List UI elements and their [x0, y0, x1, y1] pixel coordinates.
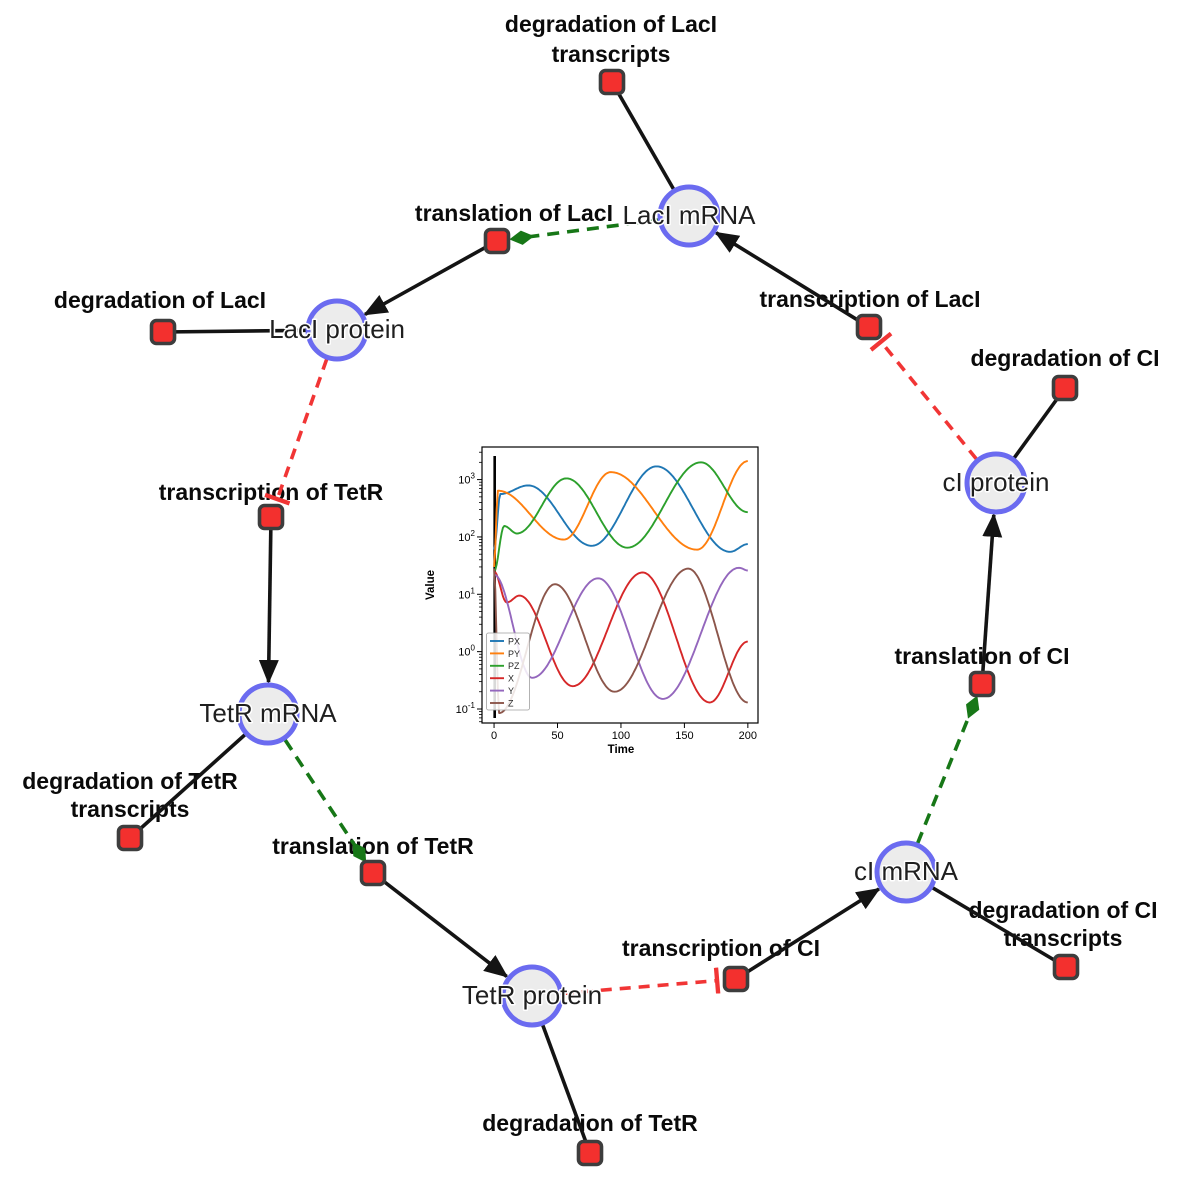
reaction-label-degradation-ci: degradation of CI [970, 345, 1159, 371]
svg-text:PX: PX [508, 636, 520, 646]
reaction-label-degradation-tetr: degradation of TetR [482, 1110, 698, 1136]
edge-translation-laci-to-laci-protein[interactable] [363, 245, 487, 316]
svg-text:101: 101 [458, 586, 475, 601]
reaction-node-translation-ci[interactable] [968, 670, 996, 698]
reaction-node-degradation-ci[interactable] [1051, 374, 1079, 402]
svg-text:200: 200 [739, 730, 757, 742]
reaction-node-translation-laci[interactable] [483, 227, 511, 255]
chart-series-Y [493, 566, 748, 700]
edge-translation-tetr-to-tetr-protein[interactable] [382, 879, 509, 978]
reaction-label-translation-laci: translation of LacI [415, 200, 613, 226]
species-node-tetr-protein[interactable] [500, 964, 564, 1028]
species-label-tetr-protein: TetR protein [462, 980, 602, 1010]
svg-text:150: 150 [675, 730, 693, 742]
species-label-laci-mrna: LacI mRNA [623, 200, 757, 230]
reaction-label-transcription-tetr: transcription of TetR [159, 479, 384, 505]
species-labels: LacI mRNA LacI protein TetR mRNA TetR pr… [198, 199, 1051, 1012]
svg-text:PY: PY [508, 649, 520, 659]
svg-text:100: 100 [458, 644, 475, 659]
svg-text:Y: Y [508, 686, 514, 696]
reaction-label-degradation-laci-transcripts: degradation of LacI transcripts [505, 11, 717, 67]
edge-transcription-ci-to-ci-mrna[interactable] [746, 887, 881, 974]
reaction-node-degradation-ci-transcripts[interactable] [1052, 953, 1080, 981]
edge-translation-ci-to-ci-protein[interactable] [981, 512, 1003, 672]
edge-transcription-tetr-to-tetr-mrna[interactable] [258, 529, 279, 684]
edge-laci-mrna-modifier-translation[interactable] [509, 218, 659, 245]
edge-laci-protein-inhibits-transcription-tetr[interactable] [264, 358, 329, 506]
species-node-laci-mrna[interactable] [657, 184, 721, 248]
svg-text:10-1: 10-1 [456, 701, 476, 716]
svg-text:103: 103 [458, 472, 475, 487]
svg-text:Z: Z [508, 698, 514, 708]
species-label-tetr-mrna: TetR mRNA [199, 698, 337, 728]
reaction-node-degradation-laci-transcripts[interactable] [598, 68, 626, 96]
chart-series-PX [493, 465, 748, 553]
reaction-label-degradation-tetr-transcripts: degradation of TetR transcripts [22, 768, 238, 822]
reaction-node-degradation-tetr[interactable] [576, 1139, 604, 1167]
edge-tetr-protein-inhibits-transcription-ci[interactable] [562, 967, 721, 996]
reaction-label-transcription-ci: transcription of CI [622, 935, 820, 961]
species-node-laci-protein[interactable] [305, 298, 369, 362]
chart-curves [493, 460, 748, 714]
reaction-node-degradation-tetr-transcripts[interactable] [116, 824, 144, 852]
timecourse-plot: 0 50 100 150 200Time10-1100101102103ValuePXP… [425, 446, 759, 756]
chart-series-PZ [493, 461, 748, 573]
species-label-laci-protein: LacI protein [269, 314, 405, 344]
reaction-node-transcription-tetr[interactable] [257, 503, 285, 531]
edge-transcription-laci-to-laci-mrna[interactable] [714, 231, 859, 322]
svg-text:100: 100 [612, 730, 630, 742]
svg-text:102: 102 [458, 529, 475, 544]
reaction-nodes [116, 68, 1080, 1167]
chart-series-PY [493, 460, 748, 567]
species-node-ci-protein[interactable] [964, 451, 1028, 515]
species-node-tetr-mrna[interactable] [236, 682, 300, 746]
species-node-ci-mrna[interactable] [874, 840, 938, 904]
species-label-ci-protein: cI protein [943, 467, 1050, 497]
chart-x-axis-label: Time [608, 744, 635, 756]
edge-ci-mrna-modifier-translation[interactable] [915, 695, 980, 844]
reaction-label-degradation-laci: degradation of LacI [54, 287, 266, 313]
chart-series-Z [493, 567, 748, 714]
chart-legend: PX PY PZ XYZ [486, 632, 530, 711]
reaction-node-transcription-ci[interactable] [722, 965, 750, 993]
reaction-node-translation-tetr[interactable] [359, 859, 387, 887]
edge-ci-protein-inhibits-transcription-laci[interactable] [869, 331, 978, 461]
edge-tetr-mrna-modifier-translation[interactable] [283, 738, 367, 863]
svg-text:PZ: PZ [508, 661, 520, 671]
reaction-node-degradation-laci[interactable] [149, 318, 177, 346]
reaction-node-transcription-laci[interactable] [855, 313, 883, 341]
svg-text:50: 50 [551, 730, 563, 742]
reaction-label-transcription-laci: transcription of LacI [759, 286, 980, 312]
species-label-ci-mrna: cI mRNA [854, 856, 959, 886]
species-nodes [236, 184, 1028, 1028]
svg-text:0: 0 [491, 730, 497, 742]
reaction-label-translation-tetr: translation of TetR [272, 833, 474, 859]
svg-text:X: X [508, 674, 514, 684]
reaction-label-degradation-ci-transcripts: degradation of CI transcripts [968, 897, 1157, 951]
chart-y-axis-label: Value [425, 570, 437, 600]
